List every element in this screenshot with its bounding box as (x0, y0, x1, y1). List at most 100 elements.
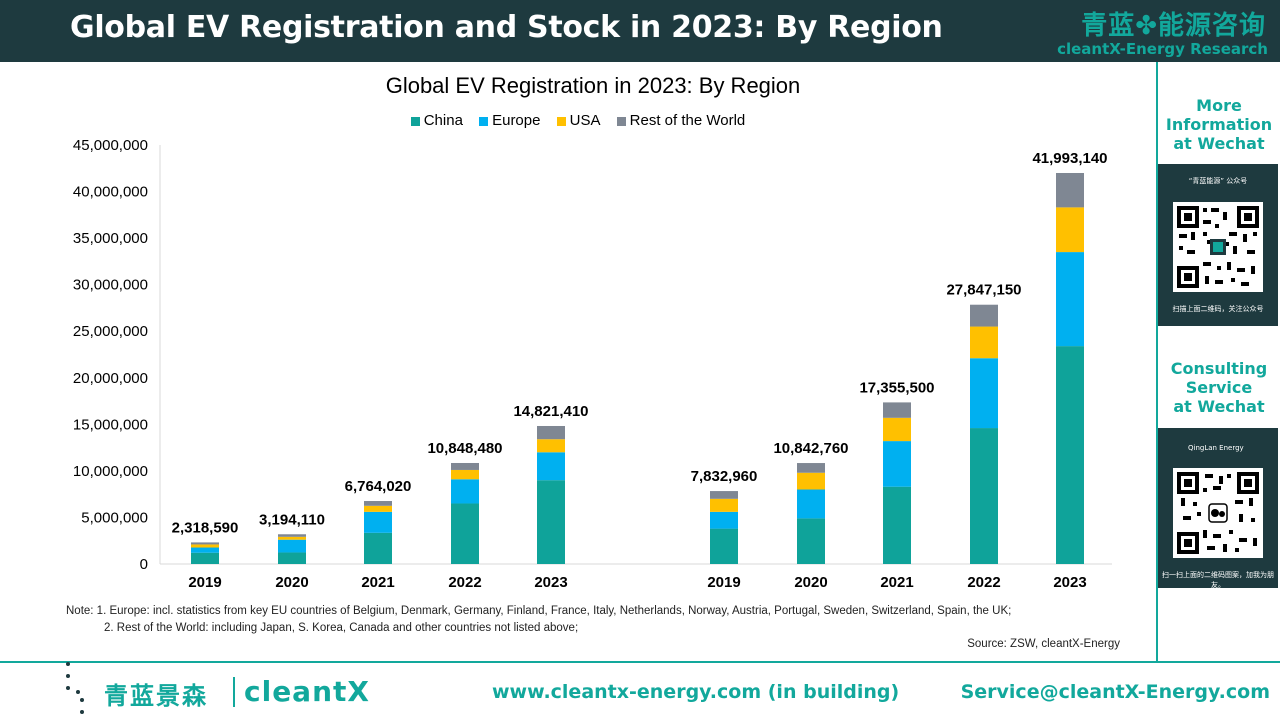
bar-segment (883, 486, 911, 564)
note-line-2: 2. Rest of the World: including Japan, S… (104, 622, 579, 634)
bar-segment (710, 511, 738, 529)
bar-segment (451, 462, 479, 470)
bar-segment (537, 452, 565, 481)
bar-segment (710, 498, 738, 512)
consulting-line: Consulting (1170, 359, 1268, 378)
bar-segment (191, 544, 219, 548)
legend-label: Europe (492, 112, 541, 129)
bar-segment (797, 489, 825, 519)
bar-segment (710, 491, 738, 499)
legend-label: China (423, 112, 463, 129)
bar-segment (883, 441, 911, 487)
bar-segment (883, 402, 911, 418)
footer-email-link[interactable]: Service@cleantX-Energy.com (960, 681, 1270, 703)
footer-logo-en: cleantX (244, 675, 370, 708)
data-label: 6,764,020 (345, 478, 412, 495)
chart-legend: China Europe USA Rest of the World (0, 112, 1156, 129)
bar-segment (364, 501, 392, 506)
y-tick-label: 15,000,000 (73, 416, 148, 433)
qr-code-icon[interactable] (1173, 468, 1263, 558)
legend-item-europe: Europe (479, 112, 540, 129)
more-info-heading: More Information at Wechat (1160, 96, 1278, 153)
more-info-line: at Wechat (1173, 134, 1265, 153)
qr-caption: 扫描上面二维码，关注公众号 (1172, 305, 1264, 313)
qr-caption: 扫一扫上面的二维码图案，加我为朋友。 (1162, 571, 1274, 589)
y-tick-label: 35,000,000 (73, 230, 148, 247)
more-info-line: More (1196, 96, 1242, 115)
y-tick-label: 45,000,000 (73, 137, 148, 154)
bar-segment (191, 552, 219, 564)
x-tick-label: 2019 (707, 574, 740, 591)
x-tick-label: 2022 (967, 574, 1000, 591)
bar-segment (451, 503, 479, 564)
data-label: 41,993,140 (1032, 150, 1107, 167)
bar-segment (970, 304, 998, 327)
sidebar-divider (1156, 62, 1158, 662)
note-line-1: Note: 1. Europe: incl. statistics from k… (66, 605, 1012, 617)
x-tick-label: 2023 (534, 574, 567, 591)
x-tick-label: 2023 (1053, 574, 1086, 591)
consulting-qr-panel: QingLan Energy 扫一扫上面的二维码图案，加我为朋友。 (1158, 428, 1278, 589)
more-info-line: Information (1165, 115, 1273, 134)
legend-label: USA (569, 112, 601, 129)
bar-segment (451, 479, 479, 504)
source-note: Source: ZSW, cleantX-Energy (967, 638, 1120, 650)
data-label: 27,847,150 (946, 282, 1021, 299)
bar-segment (1056, 252, 1084, 347)
bar-segment (278, 552, 306, 564)
data-label: 14,821,410 (513, 403, 588, 420)
legend-label: Rest of the World (629, 112, 746, 129)
legend-item-usa: USA (556, 112, 601, 129)
bar-segment (191, 542, 219, 545)
data-label: 10,842,760 (773, 440, 848, 457)
page-title: Global EV Registration and Stock in 2023… (70, 10, 943, 45)
bar-segment (1056, 346, 1084, 564)
x-tick-label: 2019 (188, 574, 221, 591)
y-tick-label: 40,000,000 (73, 184, 148, 201)
bar-segment (537, 439, 565, 453)
bar-segment (278, 536, 306, 540)
stacked-bar-chart: 0 5,000,000 10,000,000 15,000,000 20,000,000… (73, 137, 1112, 591)
bar-segment (537, 480, 565, 564)
qr-caption: QingLan Energy (1188, 444, 1244, 452)
bar-segment (1056, 172, 1084, 208)
brand-logo-en: cleantX-Energy Research (1057, 40, 1268, 58)
bar-segment (1056, 207, 1084, 253)
x-tick-label: 2021 (880, 574, 913, 591)
data-label: 3,194,110 (259, 511, 325, 528)
footer-divider (0, 661, 1280, 663)
bar-segment (797, 463, 825, 473)
bar-segment (364, 532, 392, 564)
wechat-qr-panel: “青蓝能源” 公众号 扫描上面二维码，关注公众号 (1158, 164, 1278, 326)
data-label: 10,848,480 (427, 440, 502, 457)
x-tick-label: 2021 (361, 574, 394, 591)
bar-segment (797, 518, 825, 564)
qr-caption: “青蓝能源” 公众号 (1188, 177, 1248, 185)
bar-segment (970, 428, 998, 564)
footer-logo-separator (233, 677, 235, 707)
bar-segment (970, 358, 998, 429)
footer-website-link[interactable]: www.cleantx-energy.com (in building) (492, 681, 900, 703)
x-tick-label: 2022 (448, 574, 481, 591)
bar-segment (364, 505, 392, 512)
bar-segment (278, 539, 306, 553)
legend-item-china: China (410, 112, 463, 129)
y-tick-label: 0 (140, 556, 148, 573)
bar-segment (797, 472, 825, 490)
data-label: 7,832,960 (691, 468, 758, 485)
consulting-heading: Consulting Service at Wechat (1160, 359, 1278, 416)
y-tick-label: 25,000,000 (73, 323, 148, 340)
bar-segment (537, 425, 565, 440)
header-bar: Global EV Registration and Stock in 2023… (0, 0, 1280, 62)
footer-logo-cn: 青蓝景森 (104, 682, 208, 710)
legend-item-rest: Rest of the World (616, 112, 746, 129)
bar-segment (191, 547, 219, 553)
data-label: 2,318,590 (172, 519, 239, 536)
bar-segment (364, 511, 392, 533)
x-tick-label: 2020 (275, 574, 308, 591)
bar-segment (970, 326, 998, 359)
qr-code-icon[interactable] (1173, 202, 1263, 292)
bar-segment (710, 528, 738, 564)
bar-segment (451, 469, 479, 480)
y-tick-label: 20,000,000 (73, 370, 148, 387)
